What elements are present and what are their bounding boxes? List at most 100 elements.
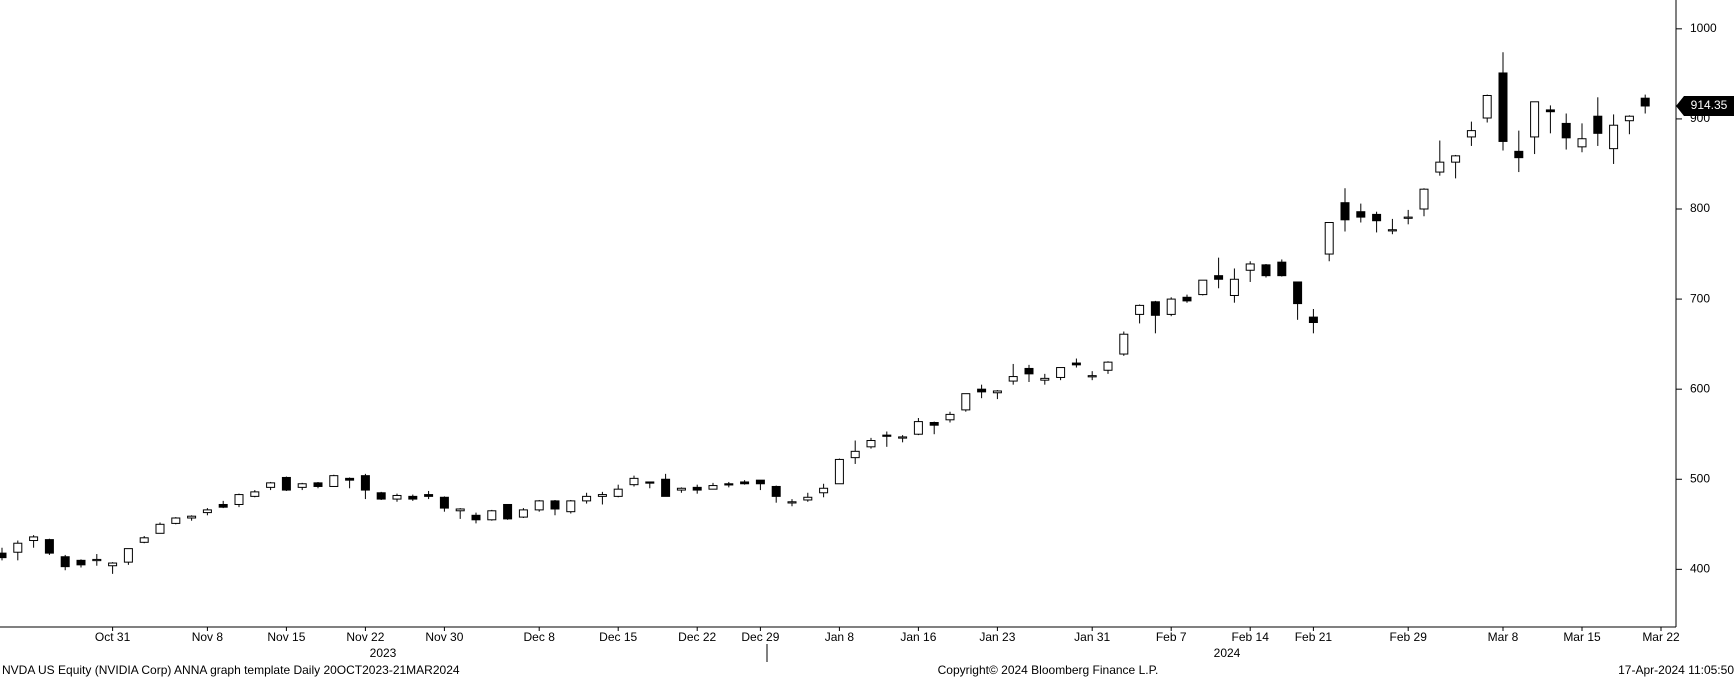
x-tick-label: Feb 7 [1156, 630, 1187, 644]
candle-body [1277, 261, 1287, 277]
candle-body [139, 537, 149, 543]
candle-body [487, 510, 497, 521]
y-tick-label: 600 [1690, 381, 1710, 395]
x-tick-label: Nov 8 [192, 630, 224, 644]
candle-body [582, 495, 592, 502]
candle-body [1340, 202, 1350, 221]
candle-body [1040, 377, 1050, 381]
candle-body [898, 436, 908, 439]
candle-body [1071, 362, 1081, 366]
candle-body [1150, 301, 1160, 316]
candle-body [155, 523, 165, 534]
candle-body [613, 488, 623, 497]
candle-body [1103, 361, 1113, 371]
candle-body [1403, 216, 1413, 219]
candle-body [1498, 72, 1508, 142]
candle-body [1514, 150, 1524, 159]
candle-body [1593, 115, 1603, 134]
candle-body [771, 485, 781, 497]
candle-body [1245, 263, 1255, 271]
candle-body [1308, 316, 1318, 324]
candle-body [1324, 222, 1334, 255]
candle-body [376, 492, 386, 500]
candle-body [692, 486, 702, 491]
candle-body [345, 477, 355, 481]
y-tick-label: 1000 [1690, 21, 1717, 35]
candle-body [202, 509, 212, 514]
candle-body [1435, 161, 1445, 173]
candle-body [803, 496, 813, 501]
candle-body [29, 536, 39, 542]
candle-body [977, 388, 987, 393]
x-tick-label: Feb 29 [1390, 630, 1428, 644]
candle-body [392, 494, 402, 500]
candle-body [1293, 281, 1303, 305]
candle-body [44, 539, 54, 554]
candle-body [329, 475, 339, 487]
x-tick-label: Mar 15 [1563, 630, 1601, 644]
candle-body [1214, 275, 1224, 280]
x-tick-label: Dec 8 [524, 630, 556, 644]
candle-body [645, 481, 655, 484]
candle-body [13, 542, 23, 553]
candle-body [724, 483, 734, 486]
candle-body [1135, 304, 1145, 315]
candle-body [866, 440, 876, 448]
candle-body [961, 393, 971, 411]
candle-body [913, 421, 923, 435]
candle-body [76, 559, 86, 566]
candle-body [819, 487, 829, 494]
candle-body [787, 501, 797, 504]
candle-body [408, 495, 418, 500]
candle-body [1182, 296, 1192, 302]
candle-body [250, 491, 260, 497]
x-tick-label: Jan 31 [1074, 630, 1110, 644]
candle-body [313, 482, 323, 487]
candle-body [171, 517, 181, 524]
candle-body [439, 496, 449, 509]
x-tick-label: Nov 15 [267, 630, 305, 644]
x-tick-label: Mar 22 [1642, 630, 1680, 644]
x-tick-label: Feb 14 [1232, 630, 1270, 644]
last-price-tag [1676, 95, 1734, 116]
candle-body [60, 556, 70, 568]
candle-body [1451, 155, 1461, 163]
candle-body [1577, 138, 1587, 148]
candle-body [92, 558, 102, 562]
candle-body [1482, 94, 1492, 119]
candle-body [534, 500, 544, 511]
candle-body [992, 390, 1002, 394]
candle-body [1609, 124, 1619, 150]
candle-body [834, 458, 844, 485]
candle-body [755, 479, 765, 485]
x-tick-label: Dec 22 [678, 630, 716, 644]
y-tick-label: 800 [1690, 201, 1710, 215]
y-tick-label: 700 [1690, 291, 1710, 305]
candle-body [360, 475, 370, 491]
candle-body [929, 422, 939, 426]
candle-body [1372, 213, 1382, 222]
candle-body [218, 503, 228, 508]
candle-body [1087, 375, 1097, 378]
candle-body [0, 552, 7, 559]
last-price-label: 914.35 [1691, 98, 1728, 112]
candle-body [882, 434, 892, 437]
candle-body [1056, 367, 1066, 378]
candle-body [108, 562, 118, 567]
y-tick-label: 400 [1690, 562, 1710, 576]
x-tick-label: Feb 21 [1295, 630, 1333, 644]
candle-body [1008, 376, 1018, 382]
candle-body [424, 494, 434, 497]
x-tick-label: Nov 30 [425, 630, 463, 644]
candle-body [266, 482, 276, 488]
candle-body [1119, 333, 1129, 355]
x-tick-label: Nov 22 [346, 630, 384, 644]
candle-body [455, 508, 465, 512]
year-label: 2023 [370, 646, 397, 660]
candle-body [1561, 122, 1571, 139]
candle-body [740, 481, 750, 485]
candle-body [518, 509, 528, 518]
candle-body [1166, 298, 1176, 315]
